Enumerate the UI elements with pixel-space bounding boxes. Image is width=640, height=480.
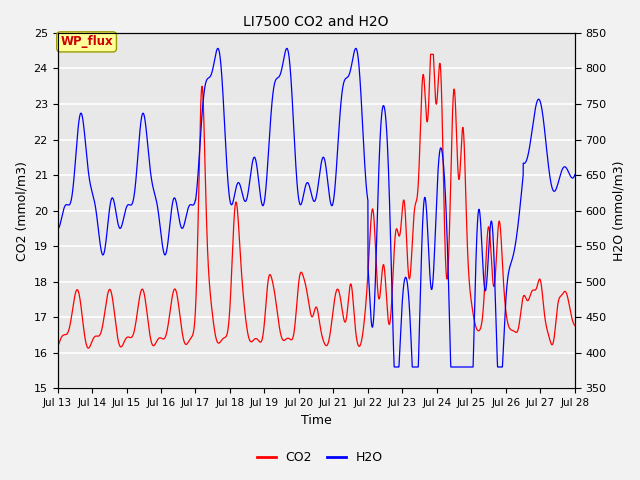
Y-axis label: CO2 (mmol/m3): CO2 (mmol/m3) <box>15 161 28 261</box>
Title: LI7500 CO2 and H2O: LI7500 CO2 and H2O <box>243 15 389 29</box>
Text: WP_flux: WP_flux <box>60 36 113 48</box>
X-axis label: Time: Time <box>301 414 332 427</box>
Legend: CO2, H2O: CO2, H2O <box>252 446 388 469</box>
Y-axis label: H2O (mmol/m3): H2O (mmol/m3) <box>612 160 625 261</box>
